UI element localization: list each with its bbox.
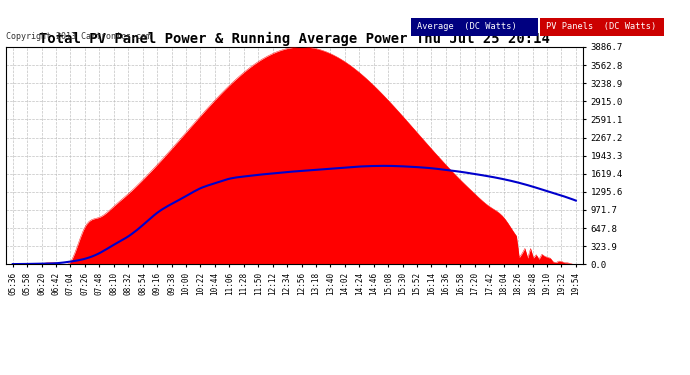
Text: Average  (DC Watts): Average (DC Watts) [417,22,517,31]
Title: Total PV Panel Power & Running Average Power Thu Jul 25 20:14: Total PV Panel Power & Running Average P… [39,32,550,46]
Text: PV Panels  (DC Watts): PV Panels (DC Watts) [546,22,656,31]
Text: Copyright 2013 Cartronics.com: Copyright 2013 Cartronics.com [6,32,150,41]
